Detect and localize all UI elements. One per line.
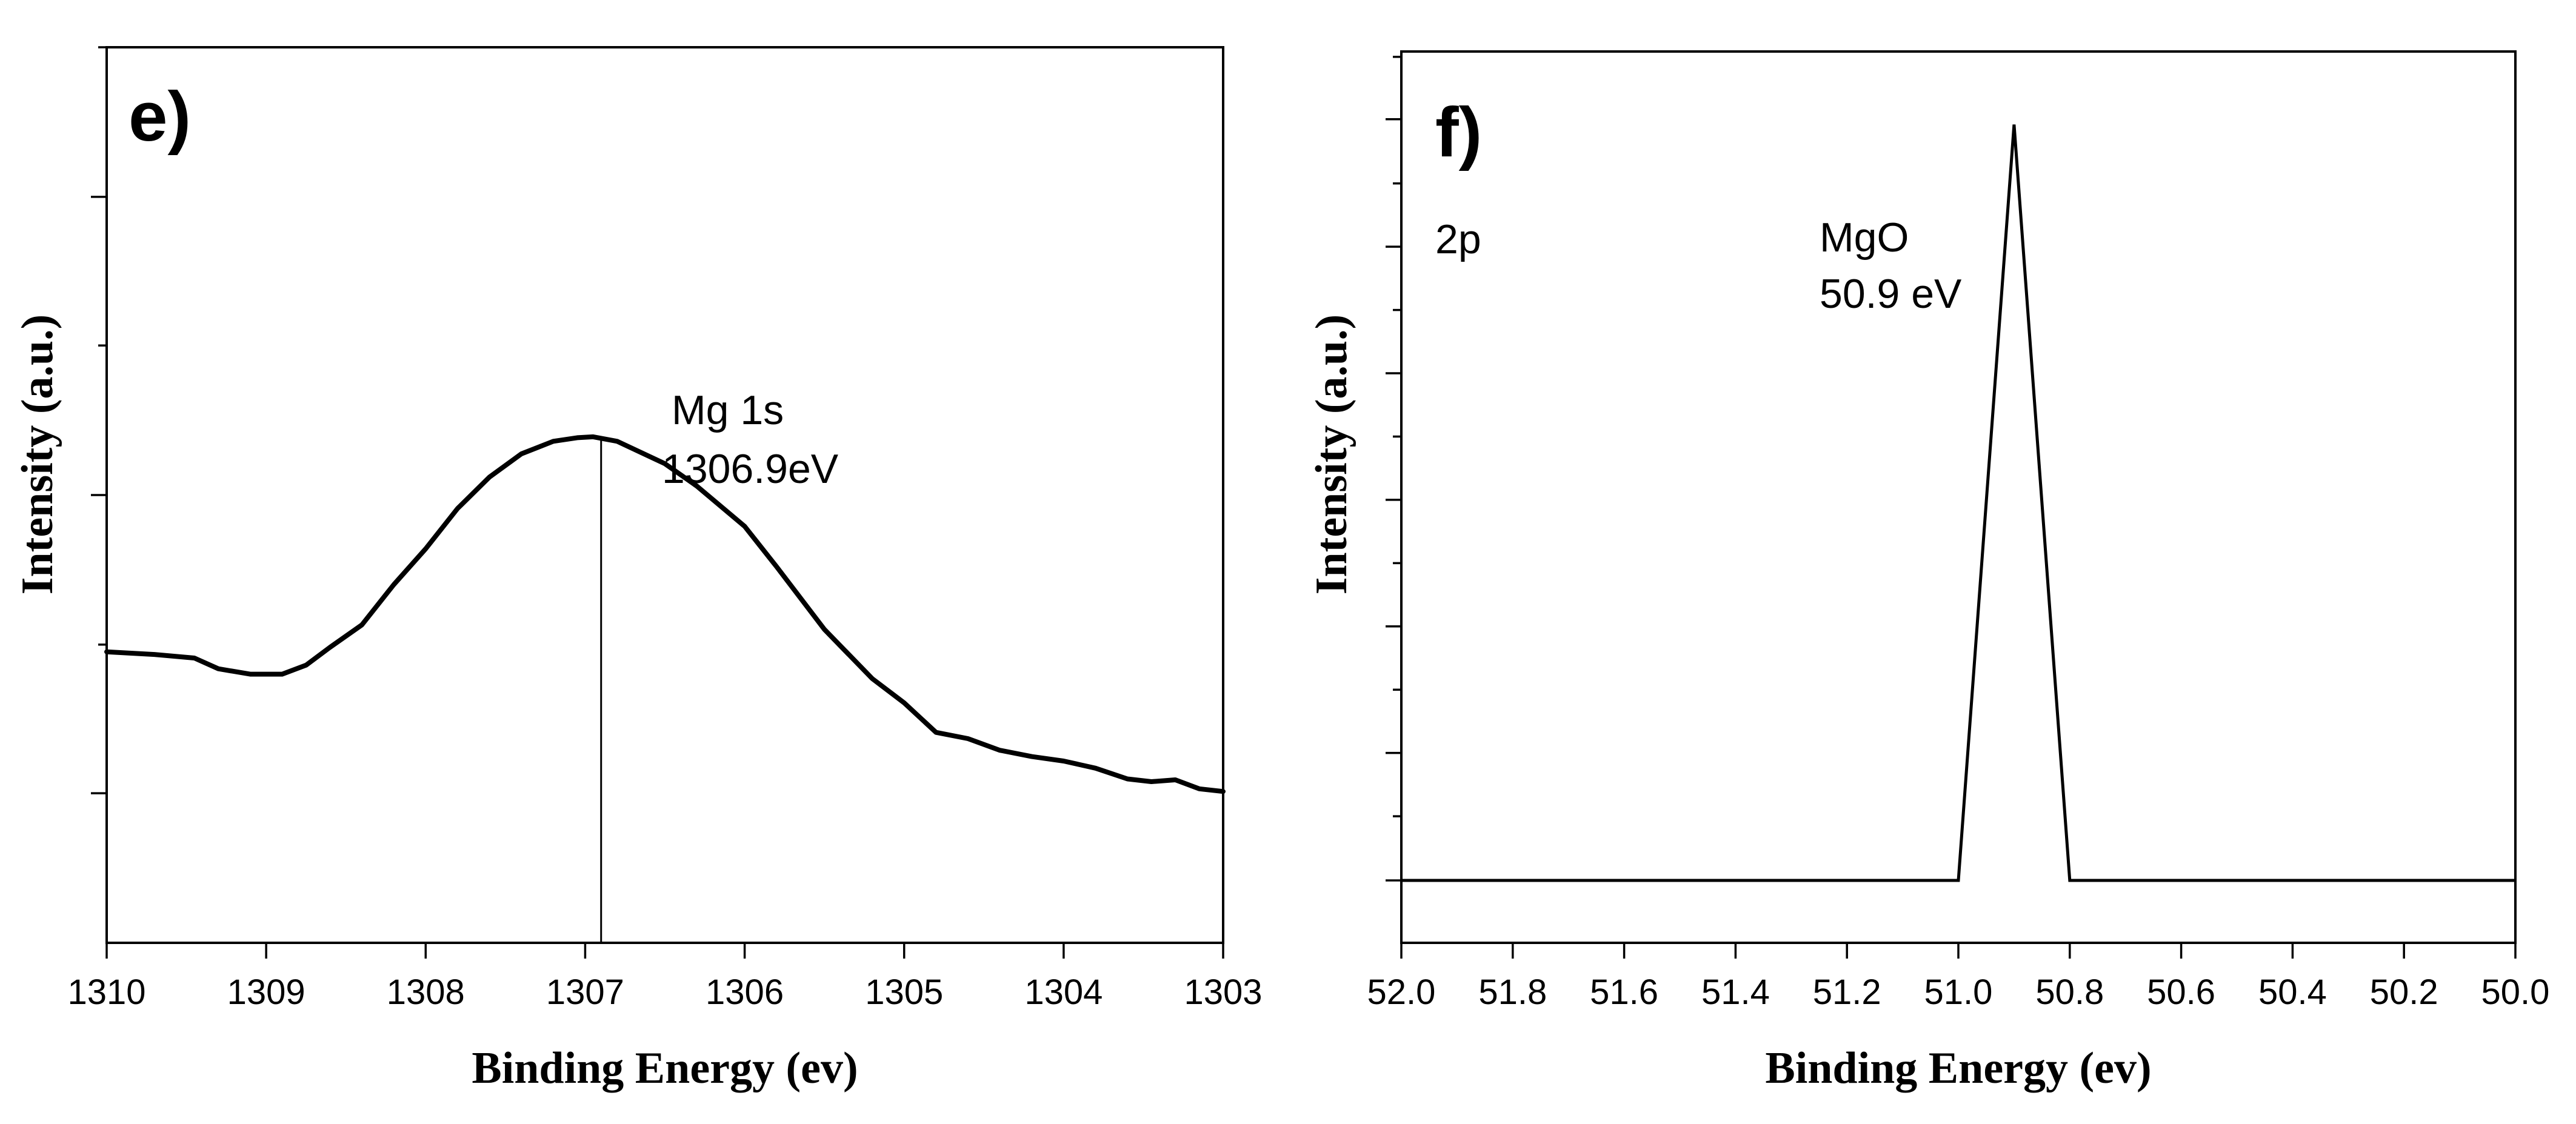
panel-e-label: e)	[128, 77, 191, 156]
panel-f-x-tick-label: 52.0	[1367, 973, 1436, 1012]
panel-e-plot-frame	[105, 46, 1224, 944]
panel-e-x-tick-label: 1305	[865, 973, 943, 1012]
panel-e-x-tick-label: 1309	[227, 973, 305, 1012]
panel-f-x-tick-label: 50.4	[2258, 973, 2327, 1012]
panel-f-x-tick-label: 50.8	[2035, 973, 2104, 1012]
panel-e-x-tick-label: 1310	[67, 973, 145, 1012]
panel-f-peak-label: MgO	[1820, 214, 1909, 261]
panel-f-peak-value: 50.9 eV	[1820, 271, 1962, 317]
panel-f-x-tick-label: 51.2	[1813, 973, 1881, 1012]
panel-e-x-tick-label: 1303	[1184, 973, 1262, 1012]
panel-e-y-axis-title: Intensity (a.u.)	[13, 314, 62, 595]
panel-f-x-tick-label: 50.6	[2147, 973, 2215, 1012]
panel-e-x-tick-label: 1304	[1024, 973, 1103, 1012]
panel-f-x-tick-label: 51.4	[1701, 973, 1770, 1012]
panel-e-x-tick-label: 1307	[546, 973, 624, 1012]
panel-e-x-tick-label: 1308	[387, 973, 465, 1012]
panel-e-x-ticks: 1310 1309 1308 1307 1306 1305 1304 1303	[67, 943, 1263, 1012]
panel-f-x-axis-title: Binding Energy (ev)	[1765, 1043, 2151, 1093]
panel-e-y-ticks	[91, 46, 107, 794]
panel-f-spectrum-line	[1401, 124, 2515, 882]
panel-f-x-tick-label: 50.0	[2481, 973, 2550, 1012]
panel-e-x-axis-title: Binding Energy (ev)	[472, 1043, 858, 1093]
panel-f-x-ticks: 52.0 51.8 51.6 51.4 51.2 51.0 50.8 50.6 50.4 50.2…	[1367, 943, 2550, 1012]
panel-f-label: f)	[1435, 93, 1482, 171]
panel-f-x-tick-label: 51.0	[1924, 973, 1993, 1012]
panel-f-y-axis-title: Intensity (a.u.)	[1307, 314, 1356, 595]
panel-f-plot-frame	[1400, 50, 2517, 944]
panel-e-spectrum-line	[104, 434, 1226, 794]
panel-f-x-tick-label: 51.6	[1590, 973, 1658, 1012]
panel-f-orbital-label: 2p	[1435, 216, 1481, 262]
panel-e-peak-value: 1306.9eV	[662, 446, 839, 492]
panel-e-peak-label: Mg 1s	[672, 387, 784, 433]
panel-f-x-tick-label: 50.2	[2370, 973, 2438, 1012]
panel-e-chart: 1310 1309 1308 1307 1306 1305 1304 1303 e) Mg 1…	[13, 46, 1263, 1093]
panel-f-x-tick-label: 51.8	[1478, 973, 1547, 1012]
panel-f-chart: 52.0 51.8 51.6 51.4 51.2 51.0 50.8 50.6 50.4 50.2…	[1307, 50, 2550, 1093]
panel-e-x-tick-label: 1306	[706, 973, 784, 1012]
panel-f-y-ticks	[1386, 56, 1401, 882]
